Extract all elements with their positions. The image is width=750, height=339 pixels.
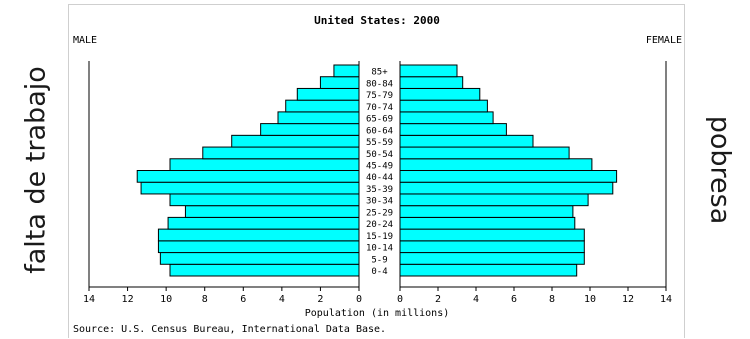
male-bar-30-34 (169, 193, 360, 207)
male-bar-85+ (333, 64, 360, 78)
age-label-40-44: 40-44 (366, 173, 393, 183)
male-bar-15-19 (157, 228, 360, 242)
female-tick-label: 8 (549, 294, 555, 305)
male-bar-0-4 (169, 263, 360, 277)
female-bar-5-9 (399, 252, 585, 265)
male-bar-50-54 (202, 146, 360, 160)
age-label-85+: 85+ (371, 68, 388, 78)
age-label-80-84: 80-84 (366, 79, 393, 89)
male-bars (136, 64, 360, 277)
male-bar-45-49 (169, 158, 360, 171)
chart-frame: United States: 2000 MALE FEMALE 0-4 5-9 10… (68, 4, 685, 338)
female-bar-15-19 (399, 228, 585, 242)
male-tick-label: 6 (240, 294, 246, 305)
male-tick-label: 14 (83, 294, 95, 305)
male-bar-5-9 (159, 252, 360, 265)
age-label-45-49: 45-49 (366, 162, 393, 172)
male-bar-60-64 (260, 123, 360, 136)
male-heading: MALE (73, 35, 97, 46)
age-label-50-54: 50-54 (366, 150, 393, 160)
age-label-10-14: 10-14 (366, 244, 393, 254)
age-label-70-74: 70-74 (366, 103, 393, 113)
age-label-15-19: 15-19 (366, 232, 393, 242)
male-bar-75-79 (296, 87, 360, 101)
male-tick-label: 12 (122, 294, 134, 305)
female-x-axis: 0 2 4 6 8 10 12 14 (397, 61, 672, 305)
female-bar-70-74 (399, 99, 488, 113)
female-tick-label: 0 (397, 294, 403, 305)
female-tick-label: 14 (660, 294, 672, 305)
female-bar-55-59 (399, 134, 534, 148)
male-bar-20-24 (167, 216, 360, 230)
female-bar-80-84 (399, 76, 464, 89)
source-note: Source: U.S. Census Bureau, Internationa… (73, 324, 386, 335)
male-bar-70-74 (285, 99, 360, 113)
male-bar-55-59 (231, 134, 360, 148)
male-bar-65-69 (277, 111, 360, 125)
female-tick-label: 12 (622, 294, 634, 305)
female-bar-60-64 (399, 123, 507, 136)
right-side-label: pobresa (704, 115, 736, 225)
female-tick-label: 4 (473, 294, 479, 305)
female-bars (399, 64, 618, 277)
male-tick-label: 8 (202, 294, 208, 305)
male-tick-label: 10 (160, 294, 172, 305)
chart-title: United States: 2000 (314, 14, 440, 27)
male-tick-label: 2 (317, 294, 323, 305)
x-axis-label: Population (in millions) (305, 308, 450, 319)
female-heading: FEMALE (646, 35, 682, 46)
female-bar-40-44 (399, 170, 618, 183)
female-tick-label: 6 (511, 294, 517, 305)
female-bar-25-29 (399, 205, 574, 218)
female-bar-30-34 (399, 193, 589, 207)
male-bar-35-39 (140, 181, 360, 195)
female-bar-45-49 (399, 158, 593, 171)
male-tick-label: 0 (356, 294, 362, 305)
female-tick-label: 10 (584, 294, 596, 305)
age-label-30-34: 30-34 (366, 197, 393, 207)
age-label-25-29: 25-29 (366, 208, 393, 218)
age-label-0-4: 0-4 (371, 267, 387, 277)
age-label-75-79: 75-79 (366, 91, 393, 101)
age-label-20-24: 20-24 (366, 220, 393, 230)
age-label-55-59: 55-59 (366, 138, 393, 148)
female-bar-85+ (399, 64, 458, 78)
female-tick-label: 2 (435, 294, 441, 305)
female-bar-50-54 (399, 146, 570, 160)
female-bar-75-79 (399, 87, 481, 101)
age-label-60-64: 60-64 (366, 126, 393, 136)
male-tick-label: 4 (279, 294, 285, 305)
age-label-5-9: 5-9 (371, 255, 387, 265)
male-bar-10-14 (157, 240, 360, 254)
left-side-label: falta de trabajo (20, 66, 52, 274)
female-bar-20-24 (399, 216, 576, 230)
female-bar-10-14 (399, 240, 585, 254)
female-bar-35-39 (399, 181, 614, 195)
male-bar-25-29 (184, 205, 360, 218)
male-bar-80-84 (319, 76, 360, 89)
age-label-35-39: 35-39 (366, 185, 393, 195)
population-pyramid-chart: United States: 2000 MALE FEMALE 0-45-910… (73, 14, 682, 335)
female-bar-0-4 (399, 263, 578, 277)
female-bar-65-69 (399, 111, 494, 125)
male-x-axis: 0 2 4 6 8 10 12 14 (83, 61, 362, 305)
age-label-65-69: 65-69 (366, 115, 393, 125)
male-bar-40-44 (136, 170, 360, 183)
